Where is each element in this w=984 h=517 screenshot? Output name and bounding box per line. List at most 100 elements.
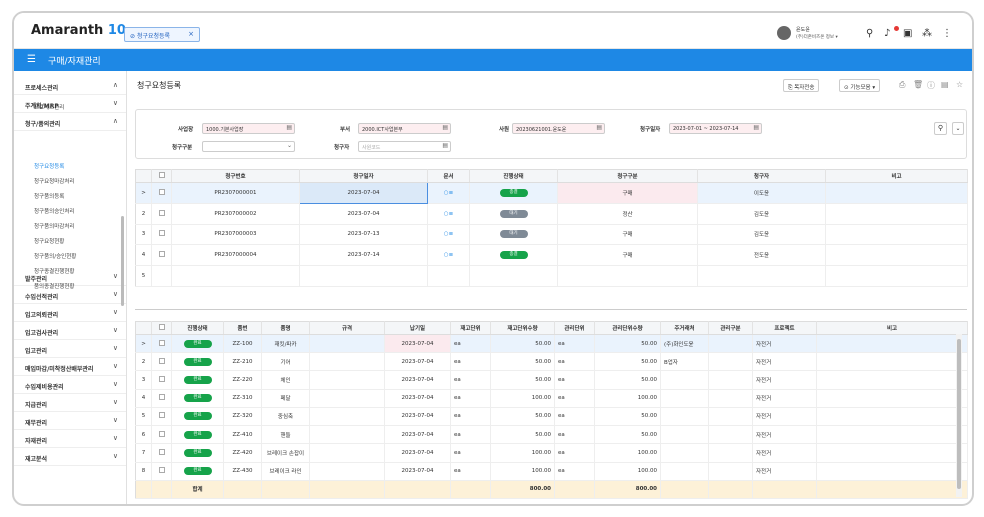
grid-cell[interactable]: [151, 443, 172, 463]
grid-cell[interactable]: [660, 480, 709, 500]
sidebar-group-6[interactable]: 입고검사관리 ∨: [14, 322, 126, 340]
column-header[interactable]: 품명: [261, 321, 310, 335]
grid-cell[interactable]: 2023-07-04: [384, 425, 451, 445]
grid-cell[interactable]: [816, 352, 968, 372]
grid-cell[interactable]: [708, 352, 753, 372]
grid-cell[interactable]: 구매: [557, 224, 698, 246]
delete-icon[interactable]: 🗑: [913, 80, 924, 89]
row-checkbox[interactable]: [158, 230, 165, 237]
column-header[interactable]: 청구자: [697, 169, 826, 183]
table-row[interactable]: > 완료 ZZ-100 재킷/파카 2023-07-04 ea 50.00 ea 50.00 (주…: [135, 334, 968, 354]
grid-cell[interactable]: ea: [450, 407, 491, 427]
expand-filter-button[interactable]: ⌄: [952, 122, 964, 135]
grid-cell[interactable]: [151, 224, 172, 246]
grid-cell[interactable]: 완료: [171, 389, 224, 408]
grid-cell[interactable]: ea: [554, 370, 595, 390]
grid-cell[interactable]: 페달: [261, 389, 310, 408]
grid-cell[interactable]: ea: [554, 407, 595, 427]
grid-cell[interactable]: [151, 265, 172, 287]
row-checkbox[interactable]: [158, 188, 165, 195]
grid-cell[interactable]: ea: [450, 389, 491, 408]
grid-cell[interactable]: [816, 425, 968, 445]
grid-cell[interactable]: [660, 389, 709, 408]
grid-cell[interactable]: 자전거: [752, 352, 817, 372]
grid-cell[interactable]: 50.00: [490, 407, 555, 427]
grid-cell[interactable]: 브레이크 손잡이: [261, 443, 310, 463]
grid-cell[interactable]: [261, 480, 310, 500]
grid-cell[interactable]: [309, 389, 385, 408]
sidebar-group-0[interactable]: 프로세스관리 ∧: [14, 77, 126, 95]
grid-cell[interactable]: [309, 462, 385, 481]
column-header[interactable]: 관리단위수량: [594, 321, 661, 335]
sidebar-item-claim-3[interactable]: 청구품의승인처리: [34, 209, 75, 215]
grid-cell[interactable]: ea: [554, 352, 595, 372]
user-profile[interactable]: 윤도윤 (주)더존비즈온 정보 ▾: [777, 26, 857, 44]
grid-cell[interactable]: 완료: [171, 370, 224, 390]
grid-cell[interactable]: [752, 480, 817, 500]
grid-cell[interactable]: 2023-07-04: [299, 182, 428, 204]
grid-cell[interactable]: ea: [554, 443, 595, 463]
grid-cell[interactable]: 자전거: [752, 443, 817, 463]
grid-cell[interactable]: 2023-07-04: [384, 443, 451, 463]
grid-cell[interactable]: 완료: [171, 462, 224, 481]
grid-cell[interactable]: 3: [135, 370, 152, 390]
grid-cell[interactable]: 종결: [469, 182, 558, 204]
grid-cell[interactable]: ZZ-220: [223, 370, 262, 390]
bell-icon[interactable]: ♪: [884, 28, 891, 39]
grid-cell[interactable]: 자전거: [752, 370, 817, 390]
grid-cell[interactable]: 4: [135, 244, 152, 267]
sidebar-item-claim-4[interactable]: 청구품의마감처리: [34, 224, 75, 230]
logo[interactable]: Amaranth 10: [31, 23, 126, 38]
grid-cell[interactable]: [309, 407, 385, 427]
sidebar-item-claim-5[interactable]: 청구요청현황: [34, 239, 65, 245]
sidebar-group-3[interactable]: 발주관리 ∨: [14, 268, 126, 286]
grid-cell[interactable]: [223, 480, 262, 500]
grid-cell[interactable]: 완료: [171, 334, 224, 354]
grid-cell[interactable]: 50.00: [490, 352, 555, 372]
grid-cell[interactable]: 김도윤: [697, 203, 826, 225]
grid-cell[interactable]: PR2307000002: [171, 203, 300, 225]
row-checkbox[interactable]: [158, 376, 165, 383]
column-header[interactable]: 관리구분: [708, 321, 753, 335]
grid-cell[interactable]: ZZ-210: [223, 352, 262, 372]
calendar-icon[interactable]: ▤: [286, 124, 292, 131]
column-header[interactable]: 진행상태: [171, 321, 224, 335]
grid-cell[interactable]: 자전거: [752, 407, 817, 427]
grid-cell[interactable]: ea: [450, 334, 491, 354]
table-row[interactable]: 2 완료 ZZ-210 기어 2023-07-04 ea 50.00 ea 50.00 B업자 자전…: [135, 352, 968, 372]
grid-cell[interactable]: 2023-07-04: [384, 334, 451, 354]
grid-cell[interactable]: 50.00: [490, 370, 555, 390]
grid-cell[interactable]: 100.00: [490, 462, 555, 481]
column-header[interactable]: 주거래처: [660, 321, 709, 335]
grid-cell[interactable]: ea: [450, 352, 491, 372]
star-icon[interactable]: ☆: [956, 80, 964, 89]
grid-cell[interactable]: 구매: [557, 182, 698, 204]
grid-cell[interactable]: [309, 480, 385, 500]
grid-cell[interactable]: [554, 480, 595, 500]
tab-close-icon[interactable]: ×: [188, 30, 194, 38]
grid-cell[interactable]: ZZ-420: [223, 443, 262, 463]
grid-cell[interactable]: [816, 407, 968, 427]
grid-cell[interactable]: 2023-07-04: [299, 203, 428, 225]
sidebar-group-2[interactable]: 청구/품의관리 ∧: [14, 113, 126, 131]
column-header[interactable]: 관리단위: [554, 321, 595, 335]
grid-cell[interactable]: [660, 443, 709, 463]
search-button[interactable]: ⚲: [934, 122, 947, 135]
table-row[interactable]: 6 완료 ZZ-410 핸들 2023-07-04 ea 50.00 ea 50.00 자전거: [135, 425, 968, 445]
grid-cell[interactable]: ea: [554, 334, 595, 354]
grid-cell[interactable]: 100.00: [490, 389, 555, 408]
grid-cell[interactable]: >: [135, 182, 152, 204]
grid-cell[interactable]: [557, 265, 698, 287]
grid-cell[interactable]: [151, 182, 172, 204]
grid-cell[interactable]: 100.00: [594, 462, 661, 481]
grid-cell[interactable]: 2023-07-13: [299, 224, 428, 246]
grid-cell[interactable]: 중심축: [261, 407, 310, 427]
grid-cell[interactable]: PR2307000004: [171, 244, 300, 267]
grid-cell[interactable]: ea: [450, 425, 491, 445]
grid-cell[interactable]: 800.00: [594, 480, 661, 500]
sidebar-item-claim-6[interactable]: 청구품의/승인현황: [34, 254, 77, 260]
grid-cell[interactable]: 5: [135, 407, 152, 427]
grid-cell[interactable]: 5: [135, 265, 152, 287]
grid-cell[interactable]: 8: [135, 462, 152, 481]
info-icon[interactable]: ⓘ: [927, 81, 935, 90]
